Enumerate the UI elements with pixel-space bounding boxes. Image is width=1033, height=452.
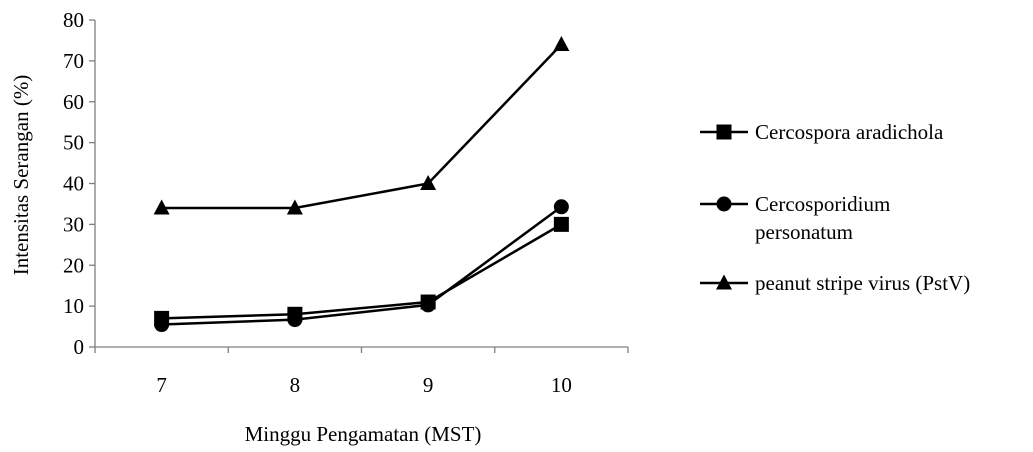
chart-axes bbox=[94, 20, 628, 348]
series-line bbox=[161, 43, 563, 210]
legend-item: peanut stripe virus (PstV) bbox=[700, 271, 970, 295]
legend-marker-triangle bbox=[716, 274, 732, 290]
data-point-triangle bbox=[286, 199, 303, 215]
series-triangle bbox=[153, 36, 570, 215]
x-tick-label: 8 bbox=[290, 373, 301, 397]
x-axis-ticks: 7 8 9 10 bbox=[94, 347, 629, 397]
data-point-circle bbox=[420, 297, 436, 313]
y-tick-label: 80 bbox=[63, 8, 84, 32]
y-tick-label: 0 bbox=[74, 335, 85, 359]
y-tick-label: 20 bbox=[63, 253, 84, 277]
legend-label: Cercosporidium personatum bbox=[755, 192, 890, 244]
legend-marker-circle bbox=[716, 196, 732, 212]
x-tick-label: 10 bbox=[551, 373, 572, 397]
x-tick-label: 9 bbox=[423, 373, 434, 397]
legend: Cercospora aradichola Cercosporidium perso… bbox=[700, 120, 970, 295]
y-tick-label: 60 bbox=[63, 90, 84, 114]
y-tick-label: 30 bbox=[63, 212, 84, 236]
y-axis-ticks: 0 10 20 30 40 50 60 70 80 bbox=[63, 8, 95, 359]
data-point-triangle bbox=[420, 175, 437, 190]
legend-label: Cercospora aradichola bbox=[755, 120, 944, 144]
data-point-circle bbox=[154, 317, 170, 333]
data-point-square bbox=[553, 216, 569, 232]
legend-item: Cercosporidium personatum bbox=[700, 192, 890, 244]
legend-item: Cercospora aradichola bbox=[700, 120, 944, 144]
series-circle bbox=[154, 199, 569, 333]
series-line bbox=[161, 205, 563, 326]
series-line bbox=[161, 223, 563, 320]
legend-label: peanut stripe virus (PstV) bbox=[755, 271, 970, 295]
y-tick-label: 50 bbox=[63, 131, 84, 155]
y-axis-title: Intensitas Serangan (%) bbox=[9, 75, 33, 276]
x-axis-title: Minggu Pengamatan (MST) bbox=[245, 422, 482, 446]
y-tick-label: 10 bbox=[63, 294, 84, 318]
series-layer bbox=[153, 36, 570, 333]
y-tick-label: 40 bbox=[63, 172, 84, 196]
data-point-circle bbox=[287, 312, 303, 328]
x-tick-label: 7 bbox=[156, 373, 167, 397]
data-point-triangle bbox=[553, 36, 570, 52]
data-point-circle bbox=[553, 199, 569, 215]
y-tick-label: 70 bbox=[63, 49, 84, 73]
series-square bbox=[154, 216, 569, 326]
legend-marker-square bbox=[716, 124, 732, 140]
data-point-triangle bbox=[153, 199, 170, 215]
